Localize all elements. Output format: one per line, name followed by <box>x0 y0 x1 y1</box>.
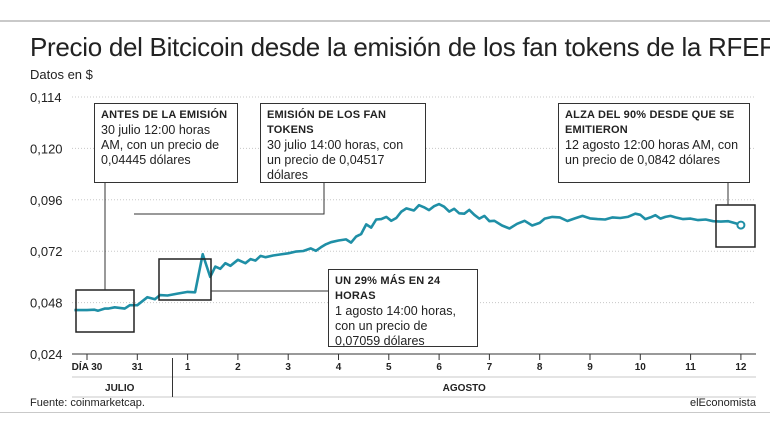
month-label: AGOSTO <box>443 383 486 394</box>
y-tick-label: 0,096 <box>30 193 63 208</box>
price-line <box>74 202 742 312</box>
bottom-rule <box>0 412 770 413</box>
month-label: JULIO <box>105 383 135 394</box>
annotation-title: ALZA DEL 90% DESDE QUE SE EMITIERON <box>565 109 735 136</box>
y-tick-label: 0,072 <box>30 244 63 259</box>
y-tick-label: 0,114 <box>30 90 62 105</box>
x-tick-label: 11 <box>685 362 696 373</box>
source-note: Fuente: coinmarketcap. <box>30 397 145 409</box>
x-tick-label: 4 <box>336 362 342 373</box>
annotation-alza-90: ALZA DEL 90% DESDE QUE SE EMITIERON 12 a… <box>558 103 750 183</box>
x-tick-label: 12 <box>735 362 747 373</box>
annotation-antes-emision: ANTES DE LA EMISIÓN 30 julio 12:00 horas… <box>94 103 238 183</box>
x-tick-label: 5 <box>386 362 392 373</box>
annotation-text: 12 agosto 12:00 horas AM, con un precio … <box>565 138 739 167</box>
annotation-text: 30 julio 12:00 horas AM, con un precio d… <box>101 123 220 167</box>
y-tick-label: 0,048 <box>30 296 63 311</box>
annotation-title: EMISIÓN DE LOS FAN TOKENS <box>267 109 387 136</box>
x-tick-label: 31 <box>132 362 144 373</box>
chart-subtitle: Datos en $ <box>30 67 93 82</box>
x-tick-label: DÍA 30 <box>72 360 103 373</box>
annotation-title: ANTES DE LA EMISIÓN <box>101 109 228 121</box>
x-tick-label: 10 <box>635 362 647 373</box>
annotation-emision-fan-tokens: EMISIÓN DE LOS FAN TOKENS 30 julio 14:00… <box>260 103 426 183</box>
y-tick-label: 0,024 <box>30 347 63 362</box>
annotation-alza-24-horas: UN 29% MÁS EN 24 HORAS 1 agosto 14:00 ho… <box>328 269 478 348</box>
highlight-box-alza90 <box>715 204 756 248</box>
x-tick-label: 7 <box>487 362 493 373</box>
top-rule <box>0 20 770 22</box>
connector-emision <box>134 183 325 215</box>
brand-logo-text: elEconomista <box>689 397 756 409</box>
chart-title: Precio del Bitcicoin desde la emisión de… <box>30 32 770 62</box>
x-tick-label: 6 <box>436 362 442 373</box>
annotation-title: UN 29% MÁS EN 24 HORAS <box>335 275 441 302</box>
x-tick-label: 3 <box>285 362 291 373</box>
annotation-text: 30 julio 14:00 horas, con un precio de 0… <box>267 138 404 182</box>
y-tick-label: 0,120 <box>30 141 63 156</box>
annotation-text: 1 agosto 14:00 horas, con un precio de 0… <box>335 304 456 348</box>
x-tick-label: 2 <box>235 362 241 373</box>
last-point-marker <box>736 220 746 230</box>
x-tick-label: 1 <box>185 362 191 373</box>
x-tick-label: 9 <box>587 362 593 373</box>
x-tick-label: 8 <box>537 362 543 373</box>
highlight-box-alza24 <box>158 258 212 301</box>
